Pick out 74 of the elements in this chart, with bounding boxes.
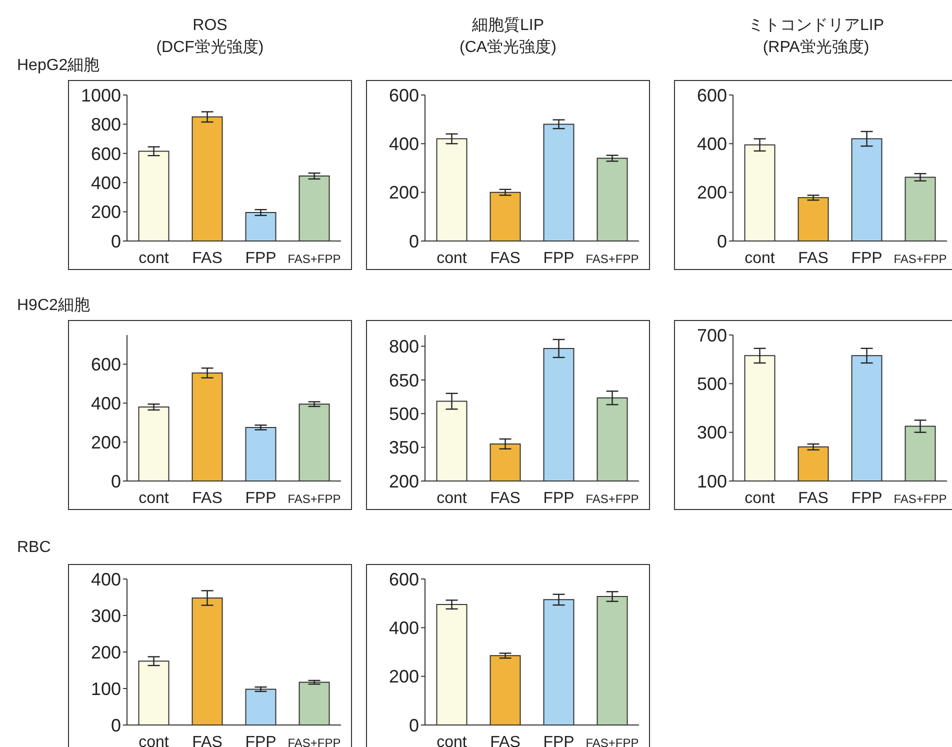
x-tick-label: FAS+FPP [288,252,341,266]
y-tick-label: 800 [90,114,121,135]
y-tick-label: 100 [696,471,727,492]
y-tick-label: 100 [90,678,121,699]
x-tick-label: FPP [245,250,276,267]
x-tick-label: FAS+FPP [586,736,639,747]
y-tick-label: 600 [90,144,121,164]
x-tick-label: FAS+FPP [586,492,639,506]
text: H9C2細胞 [17,296,90,316]
y-tick-label: 200 [90,202,121,222]
y-tick-label: 500 [696,374,727,394]
y-tick-label: 0 [110,715,121,736]
y-tick-label: 400 [90,569,121,590]
y-tick-label: 400 [90,394,121,414]
x-tick-label: cont [744,490,776,507]
y-tick-label: 700 [696,325,727,346]
x-tick-label: FAS+FPP [288,492,341,506]
x-tick-label: FAS [490,490,520,507]
y-tick-label: 350 [388,438,419,458]
x-tick-label: FAS [490,250,520,267]
y-tick-label: 0 [110,471,121,492]
y-tick-label: 200 [388,666,419,687]
y-tick-label: 500 [388,404,419,424]
chart-title: ROS (DCF蛍光強度) [156,17,264,56]
y-tick-label: 400 [90,172,121,193]
y-tick-label: 0 [408,231,419,252]
x-tick-label: FAS [798,490,828,507]
y-tick-label: 300 [696,422,727,443]
text: RBC [17,539,51,557]
y-tick-label: 200 [388,471,419,492]
x-tick-label: FPP [245,734,276,747]
x-tick-label: FPP [851,250,882,267]
y-tick-label: 0 [110,231,121,252]
x-tick-label: cont [436,734,468,747]
y-tick-label: 400 [388,134,419,154]
y-tick-label: 0 [716,231,727,252]
x-tick-label: FAS [192,734,222,747]
x-tick-label: FPP [851,490,882,507]
x-tick-label: FAS+FPP [586,252,639,266]
x-tick-label: FAS+FPP [894,492,947,506]
y-tick-label: 300 [90,606,121,626]
y-tick-label: 200 [388,182,419,203]
x-tick-label: FAS+FPP [894,252,947,266]
x-tick-label: cont [138,734,170,747]
x-tick-label: cont [138,490,170,507]
y-tick-label: 200 [696,182,727,203]
x-tick-label: FAS [192,490,222,507]
chart-title: ミトコンドリアLIP (RPA蛍光強度) [746,16,885,58]
x-tick-label: FAS [490,734,520,747]
y-tick-label: 600 [388,569,419,590]
x-tick-label: FPP [543,250,574,267]
y-tick-label: 600 [696,85,727,106]
y-tick-label: 200 [90,642,121,662]
y-tick-label: 800 [388,336,419,357]
y-tick-label: 1000 [80,85,121,106]
x-tick-label: FAS [192,250,222,267]
x-tick-label: cont [436,250,468,267]
y-tick-label: 600 [90,354,121,375]
x-tick-label: cont [744,250,776,267]
y-tick-label: 400 [388,618,419,638]
x-tick-label: cont [436,490,468,507]
chart-title: 細胞質LIP (CA蛍光強度) [458,16,558,58]
x-tick-label: FPP [543,734,574,747]
x-tick-label: FPP [543,490,574,507]
x-tick-label: FAS+FPP [288,736,341,747]
x-tick-label: FPP [245,490,276,507]
y-tick-label: 400 [696,134,727,154]
y-tick-label: 0 [408,715,419,736]
x-tick-label: FAS [798,250,828,267]
y-tick-label: 650 [388,370,419,390]
text: HepG2細胞 [17,56,100,76]
y-tick-label: 600 [388,85,419,106]
x-tick-label: cont [138,250,170,267]
y-tick-label: 200 [90,432,121,452]
